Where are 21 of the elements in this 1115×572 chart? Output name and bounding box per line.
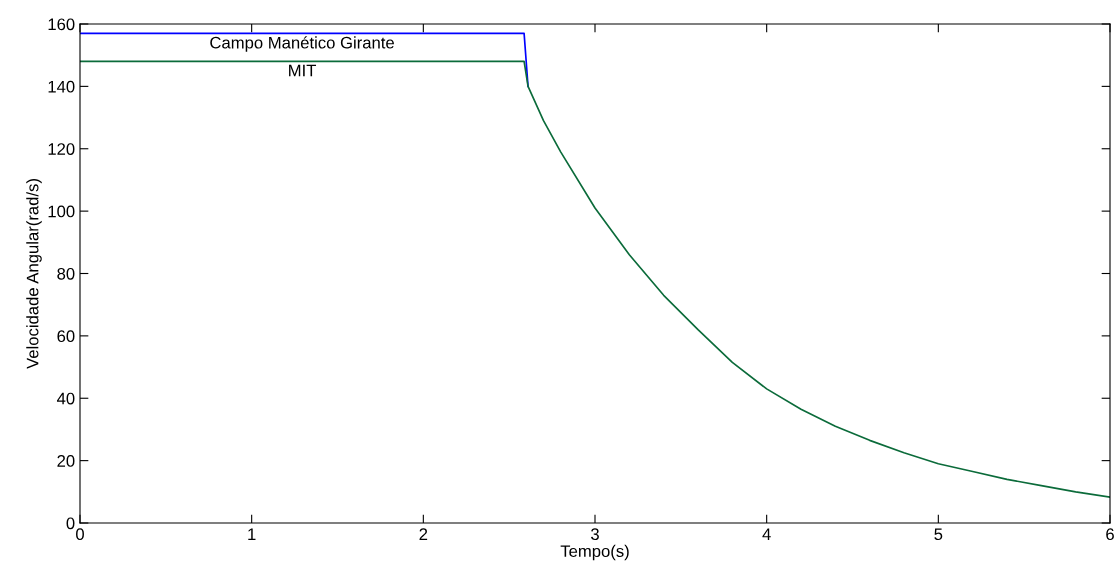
- x-tick-label: 6: [1106, 528, 1114, 541]
- x-tick-label: 1: [248, 528, 256, 540]
- y-tick-label: 140: [48, 80, 75, 93]
- line-series: [80, 60, 1110, 498]
- x-tick-label: 0: [76, 528, 84, 541]
- series-label: Campo Manético Girante: [210, 36, 394, 52]
- y-tick-label: 120: [48, 143, 75, 155]
- x-tick-label: 3: [591, 528, 599, 541]
- x-tick-label: 5: [934, 528, 943, 541]
- y-tick-label: 20: [57, 455, 75, 467]
- y-tick-label: 40: [56, 392, 75, 405]
- x-tick-label: 4: [762, 528, 771, 540]
- series-label: MIT: [289, 64, 317, 77]
- x-axis-title: Tempo(s): [560, 544, 629, 561]
- y-tick-label: 60: [57, 330, 75, 343]
- y-axis-title: Velocidade Angular(rad/s): [26, 179, 42, 369]
- y-tick-label: 0: [66, 517, 75, 530]
- y-tick-label: 80: [57, 267, 75, 280]
- y-tick-label: 160: [48, 18, 75, 31]
- x-tick-label: 2: [419, 528, 428, 540]
- y-tick-label: 100: [48, 205, 75, 218]
